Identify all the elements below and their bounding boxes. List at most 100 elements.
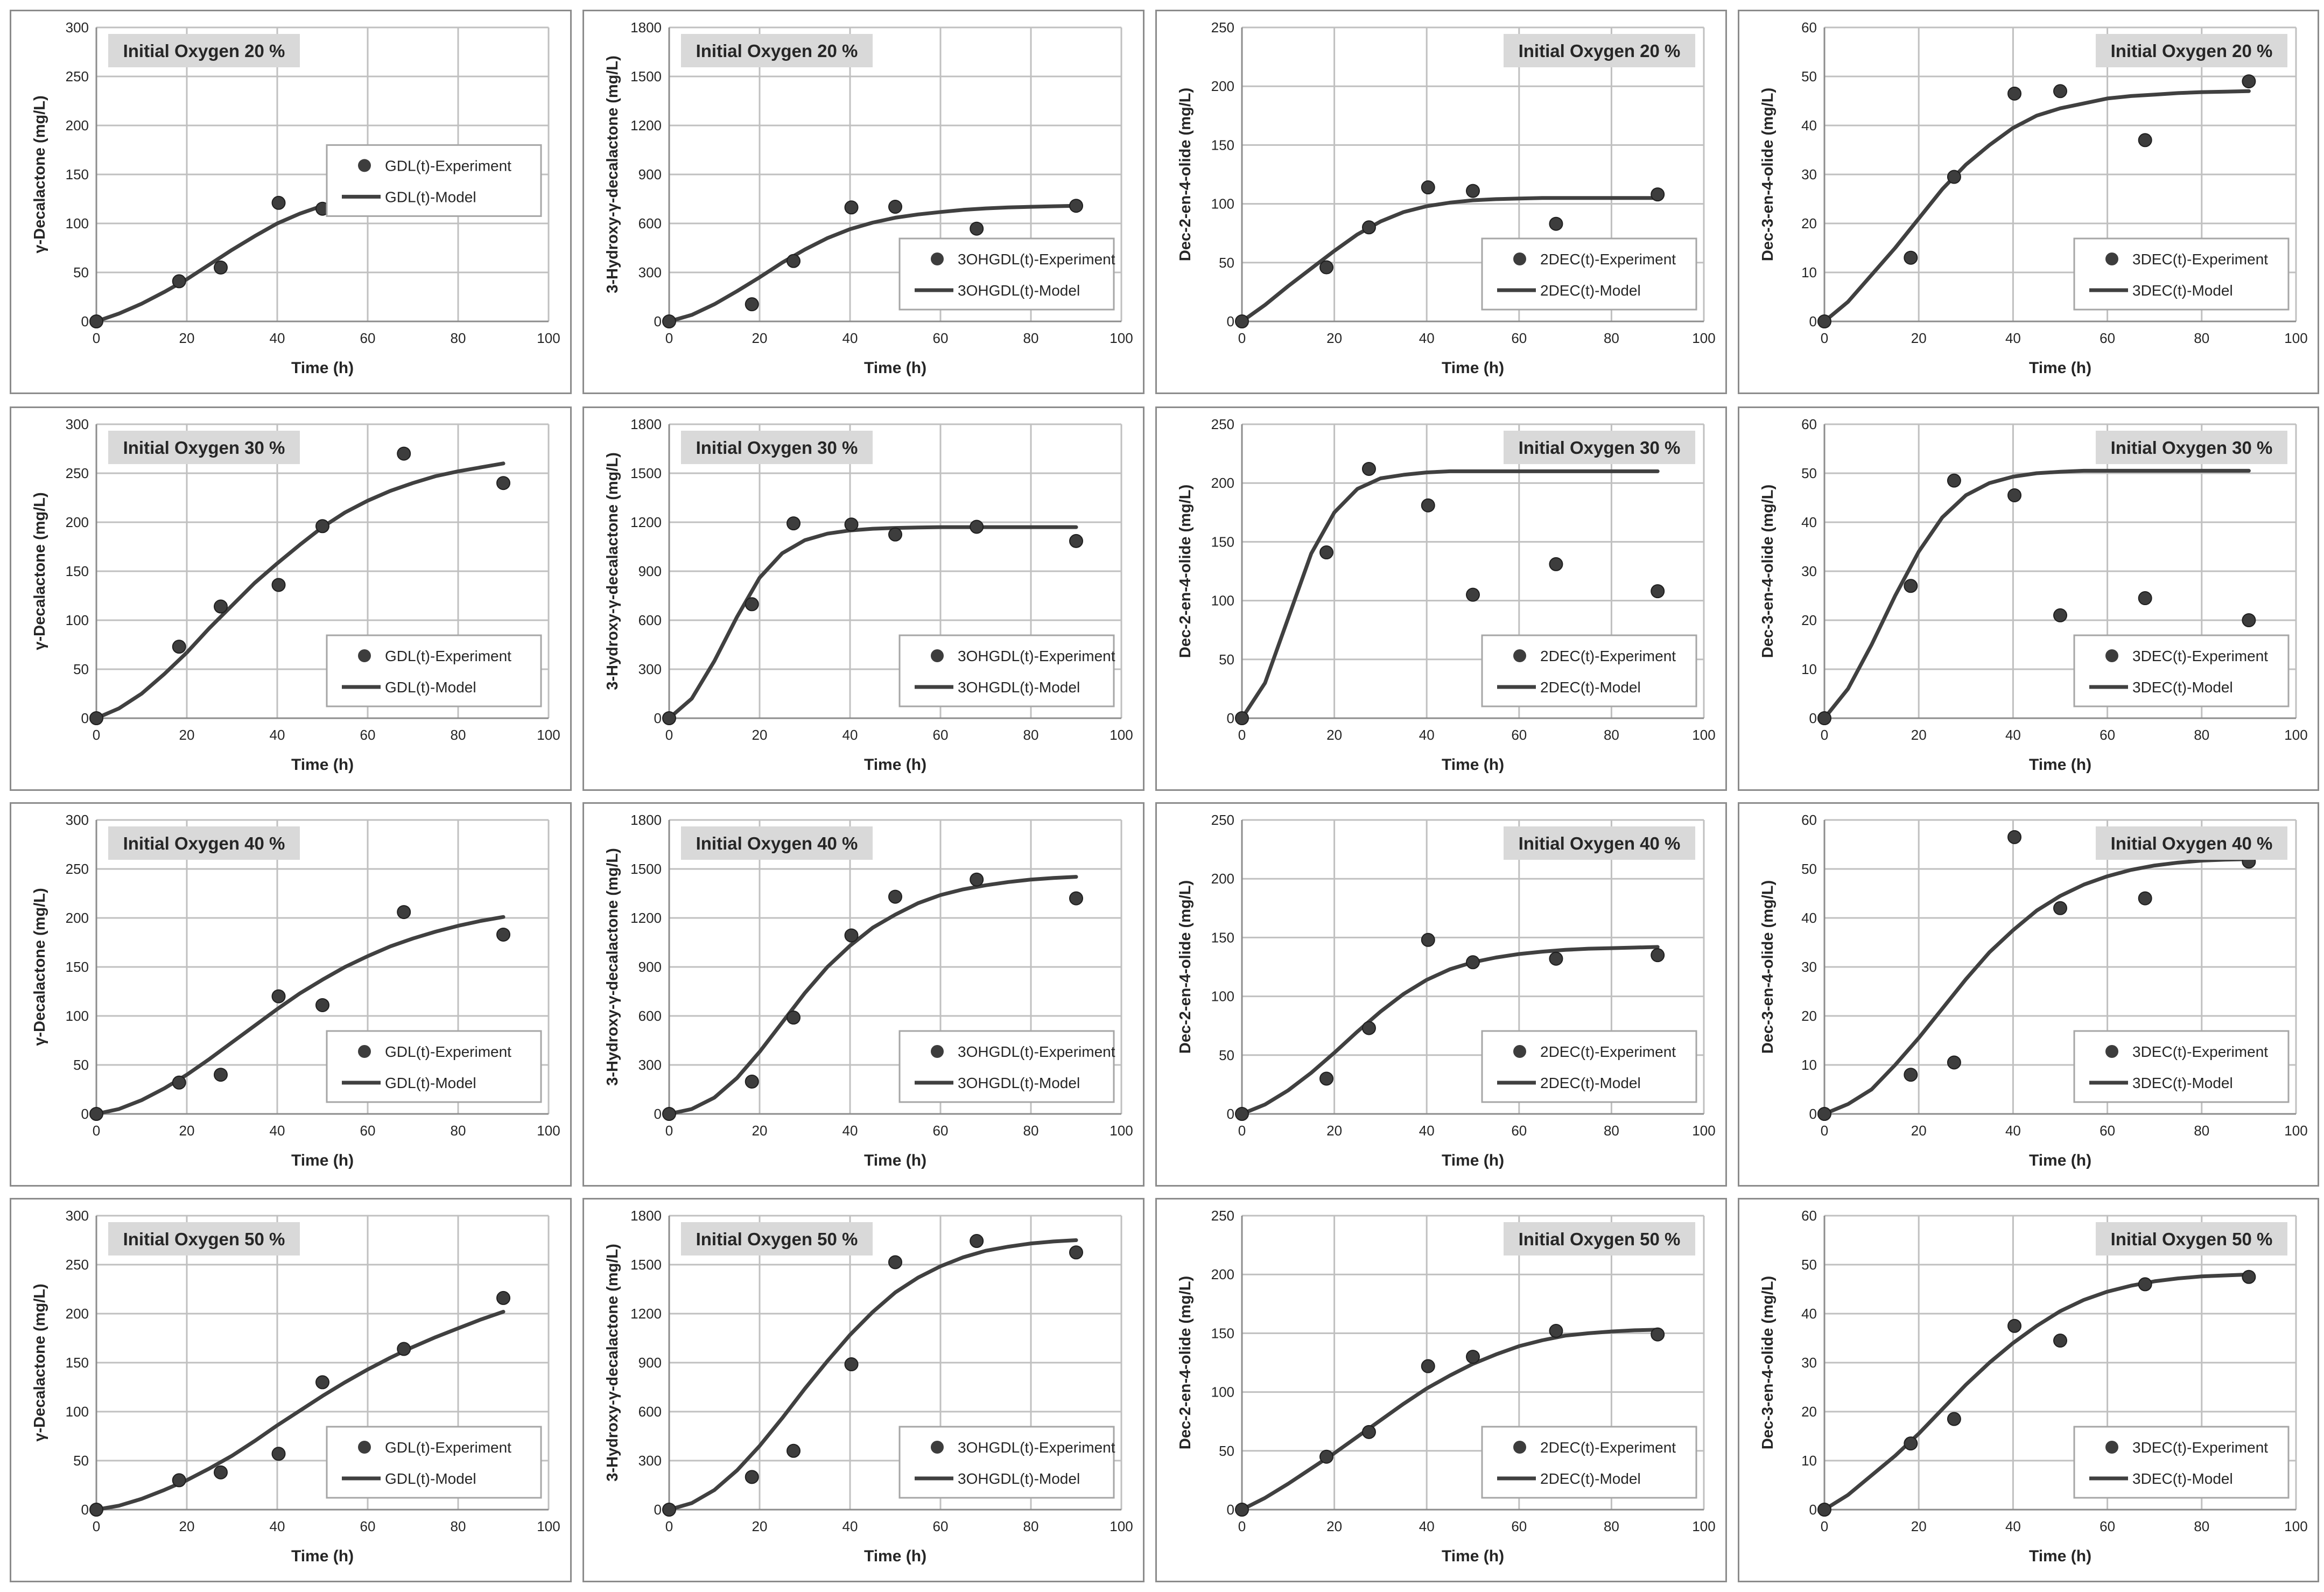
chart-title: Initial Oxygen 20 % (123, 41, 285, 61)
data-point (1651, 584, 1665, 599)
chart-title: Initial Oxygen 40 % (123, 833, 285, 853)
y-tick-label: 200 (66, 514, 89, 530)
title-background (681, 34, 873, 67)
y-tick-label: 900 (638, 1355, 662, 1371)
y-tick-label: 1500 (630, 68, 662, 85)
chart-title: Initial Oxygen 40 % (1519, 833, 1681, 853)
x-tick-label: 80 (451, 1518, 466, 1534)
y-tick-label: 250 (66, 1257, 89, 1273)
x-axis-title: Time (h) (864, 359, 926, 377)
x-tick-label: 100 (2284, 1518, 2307, 1534)
data-point (2242, 1270, 2256, 1284)
y-axis-title: Dec-2-en-4-olide (mg/L) (1177, 88, 1194, 261)
x-tick-label: 100 (1110, 727, 1133, 743)
y-tick-label: 250 (66, 861, 89, 877)
y-tick-label: 1500 (630, 1257, 662, 1273)
x-tick-label: 20 (1326, 1123, 1342, 1139)
data-point (1904, 579, 1918, 593)
model-curve (667, 875, 1078, 1116)
legend-label-model: GDL(t)-Model (385, 679, 476, 696)
y-axis-title: Dec-2-en-4-olide (mg/L) (1177, 485, 1194, 658)
y-tick-label: 150 (1211, 534, 1234, 550)
legend-box (1481, 237, 1697, 311)
data-point (271, 989, 286, 1004)
y-tick-label: 1200 (630, 117, 662, 134)
y-tick-label: 50 (1219, 255, 1234, 271)
x-tick-label: 40 (270, 727, 285, 743)
x-tick-label: 100 (1692, 727, 1715, 743)
data-point (745, 1074, 759, 1089)
data-point (1069, 891, 1083, 906)
x-axis-title: Time (h) (1442, 359, 1504, 377)
y-tick-label: 1800 (630, 812, 662, 828)
data-point (662, 1107, 676, 1121)
data-point (1651, 948, 1665, 963)
y-tick-label: 200 (1211, 475, 1234, 491)
legend-box (1481, 634, 1697, 707)
data-point (970, 1234, 984, 1249)
x-axis-title: Time (h) (2029, 359, 2091, 377)
legend-label-experiment: 2DEC(t)-Experiment (1540, 1439, 1676, 1456)
x-tick-label: 40 (2005, 727, 2021, 743)
legend-box (2073, 634, 2290, 707)
y-tick-label: 50 (73, 264, 89, 280)
x-tick-label: 60 (2100, 1518, 2115, 1534)
data-point (787, 1011, 801, 1025)
chart-panel: 0 20 40 60 80 100 0 50 100 150 200 250 300 Time (h) γ-… (10, 802, 572, 1187)
legend-marker-symbol (2105, 253, 2118, 265)
data-point (1069, 1245, 1083, 1260)
y-tick-label: 1200 (630, 1306, 662, 1322)
legend-label-experiment: GDL(t)-Experiment (385, 1439, 511, 1456)
x-tick-label: 60 (933, 727, 949, 743)
legend: GDL(t)-Experiment GDL(t)-Model (326, 634, 542, 707)
x-tick-label: 0 (665, 1123, 673, 1139)
model-curve (1240, 196, 1660, 324)
x-tick-label: 60 (360, 1123, 376, 1139)
x-axis-title: Time (h) (2029, 1547, 2091, 1565)
chart-title-box: Initial Oxygen 20 % (2096, 34, 2287, 67)
x-tick-label: 20 (179, 1518, 195, 1534)
x-tick-label: 100 (2284, 1123, 2307, 1139)
model-curve (1240, 469, 1660, 720)
chart-panel: 0 20 40 60 80 100 0 50 100 150 200 250 300 Time (h) γ-… (10, 406, 572, 791)
data-point (1904, 250, 1918, 265)
legend-box (898, 1426, 1115, 1499)
y-tick-label: 50 (73, 661, 89, 677)
x-tick-label: 100 (1110, 1123, 1133, 1139)
y-axis-title: Dec-3-en-4-olide (mg/L) (1759, 880, 1777, 1054)
x-tick-label: 100 (2284, 330, 2307, 346)
x-tick-label: 60 (360, 330, 376, 346)
y-tick-label: 250 (1211, 19, 1234, 36)
y-axis-title: Dec-2-en-4-olide (mg/L) (1177, 880, 1194, 1054)
title-background (681, 826, 873, 860)
title-background (1504, 1222, 1695, 1256)
legend-marker-symbol (931, 253, 944, 265)
legend-label-experiment: GDL(t)-Experiment (385, 157, 511, 174)
legend-box (326, 144, 542, 217)
x-tick-label: 60 (933, 330, 949, 346)
data-point (172, 1075, 186, 1090)
x-tick-label: 60 (933, 1518, 949, 1534)
chart-panel: 0 20 40 60 80 100 0 10 20 30 40 50 60 Time (h) Dec-3-e… (1738, 406, 2319, 791)
x-tick-label: 40 (842, 727, 858, 743)
legend-label-experiment: 3DEC(t)-Experiment (2132, 1439, 2268, 1456)
data-point (844, 517, 859, 532)
chart-title-box: Initial Oxygen 40 % (681, 826, 873, 860)
data-point (1549, 951, 1563, 966)
data-point (1235, 711, 1249, 725)
y-tick-label: 0 (654, 313, 662, 329)
data-point (2138, 1277, 2152, 1292)
data-point (397, 1342, 411, 1356)
x-tick-label: 80 (1604, 1123, 1619, 1139)
y-tick-label: 1200 (630, 514, 662, 530)
title-background (2096, 826, 2287, 860)
x-tick-label: 80 (1023, 1123, 1039, 1139)
x-tick-label: 0 (93, 1518, 100, 1534)
model-curve (1822, 857, 2251, 1116)
data-point (2007, 830, 2022, 844)
y-tick-label: 200 (1211, 78, 1234, 94)
y-tick-label: 200 (1211, 1266, 1234, 1282)
y-tick-label: 30 (1801, 563, 1817, 579)
legend-box (326, 1426, 542, 1499)
